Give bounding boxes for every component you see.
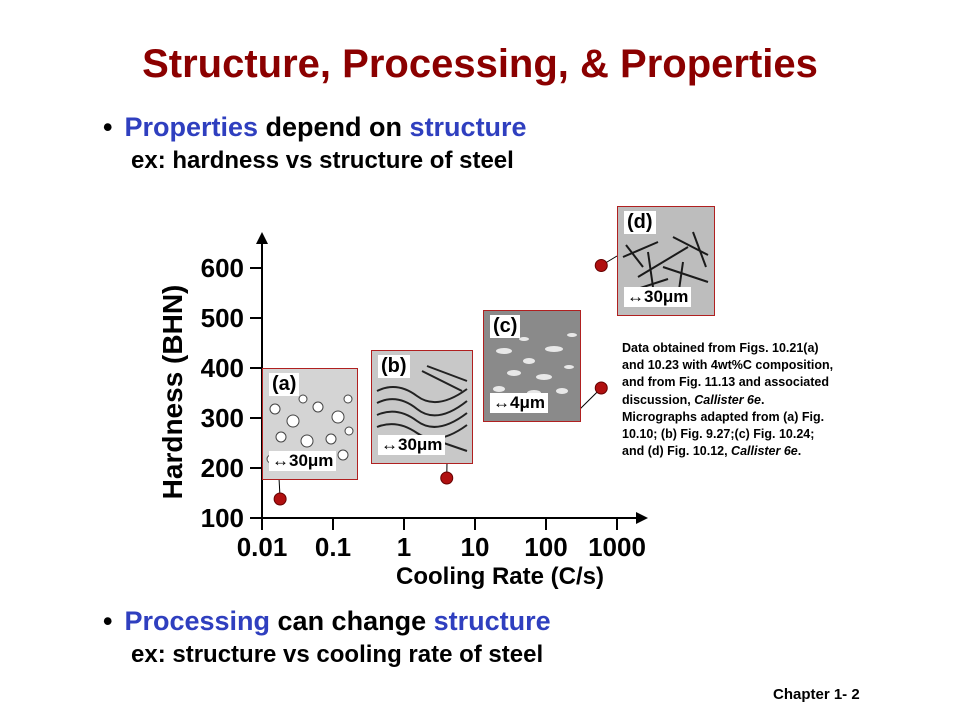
x-tick-label: 10 xyxy=(461,532,490,562)
note-text: discussion, xyxy=(622,392,695,407)
micrograph-label: (a) xyxy=(269,373,300,396)
source-note: Data obtained from Figs. 10.21(a) and 10… xyxy=(622,340,902,460)
micrograph-c-texture xyxy=(493,333,577,396)
scale-bar: ↔30μm xyxy=(378,435,446,455)
note-line: 10.10; (b) Fig. 9.27;(c) Fig. 10.24; xyxy=(622,427,815,442)
y-axis-label: Hardness (BHN) xyxy=(157,285,188,500)
x-tick-label: 0.1 xyxy=(315,532,351,562)
word-properties: Properties xyxy=(124,112,259,142)
micrograph-a: (a) ↔30μm xyxy=(262,368,358,480)
data-point xyxy=(594,381,608,395)
micrograph-b: (b) ↔30μm xyxy=(371,350,473,464)
y-tick-label: 200 xyxy=(201,453,244,483)
note-line: and (d) Fig. 10.12, Callister 6e. xyxy=(622,444,802,459)
note-line: Data obtained from Figs. 10.21(a) xyxy=(622,341,819,355)
x-axis-label: Cooling Rate (C/s) xyxy=(396,563,604,590)
note-citation: Callister 6e xyxy=(694,392,761,407)
scale-bar: ↔30μm xyxy=(624,287,692,307)
bullet-properties: • Properties depend on structure xyxy=(103,112,527,143)
scale-bar: ↔4μm xyxy=(490,393,548,413)
bullet-dot: • xyxy=(103,112,113,142)
scale-text: 30μm xyxy=(398,435,443,454)
page-title: Structure, Processing, & Properties xyxy=(142,42,818,86)
y-tick-label: 300 xyxy=(201,403,244,433)
note-line: Micrographs adapted from (a) Fig. xyxy=(622,409,825,424)
bullet-dot: • xyxy=(103,606,113,636)
word-structure: structure xyxy=(433,606,551,636)
y-tick-label: 500 xyxy=(201,303,244,333)
word-can-change: can change xyxy=(277,606,427,636)
x-tick-label: 100 xyxy=(524,532,567,562)
y-tick-label: 100 xyxy=(201,503,244,533)
word-depend-on: depend on xyxy=(265,112,403,142)
y-tick-label: 600 xyxy=(201,253,244,283)
data-point xyxy=(273,492,287,506)
scale-bar: ↔30μm xyxy=(269,451,337,471)
example-hardness: ex: hardness vs structure of steel xyxy=(131,147,514,174)
note-line: and 10.23 with 4wt%C composition, xyxy=(622,358,834,373)
data-point xyxy=(440,471,454,485)
word-processing: Processing xyxy=(124,606,271,636)
word-structure: structure xyxy=(409,112,527,142)
micrograph-label: (b) xyxy=(378,355,410,378)
note-citation: Callister 6e xyxy=(731,444,798,459)
chapter-footer: Chapter 1- 2 xyxy=(773,686,860,703)
x-tick-label: 0.01 xyxy=(237,532,288,562)
micrograph-label: (c) xyxy=(490,315,521,338)
note-line: discussion, Callister 6e. xyxy=(622,392,765,407)
note-text: and (d) Fig. 10.12, xyxy=(622,444,732,459)
micrograph-label: (d) xyxy=(624,211,656,234)
micrograph-d: (d) ↔30μm xyxy=(617,206,715,316)
note-line: and from Fig. 11.13 and associated xyxy=(622,375,830,390)
bullet-processing: • Processing can change structure xyxy=(103,606,551,637)
x-tick-label: 1000 xyxy=(588,532,646,562)
x-axis-arrow xyxy=(636,512,648,524)
micrograph-c: (c) ↔4μm xyxy=(483,310,581,422)
scale-text: 4μm xyxy=(510,393,545,412)
data-point xyxy=(594,259,608,272)
y-axis-arrow xyxy=(256,232,268,244)
micrograph-a-texture xyxy=(266,394,354,465)
scale-text: 30μm xyxy=(289,451,334,470)
y-tick-label: 400 xyxy=(201,353,244,383)
example-cooling: ex: structure vs cooling rate of steel xyxy=(131,641,544,668)
scale-text: 30μm xyxy=(644,287,689,306)
x-tick-label: 1 xyxy=(397,532,411,562)
